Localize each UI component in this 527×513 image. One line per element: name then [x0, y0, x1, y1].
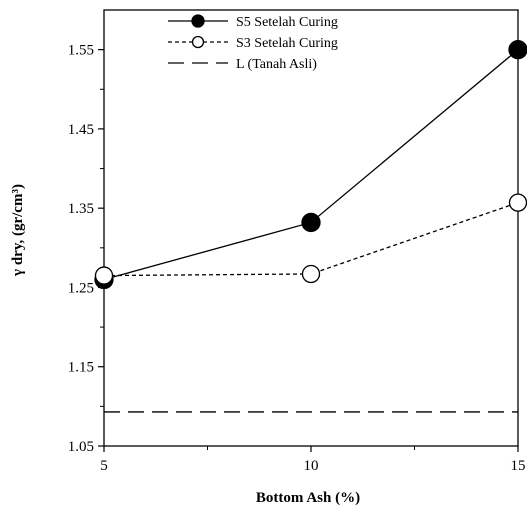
y-axis-title: γ dry, (gr/cm³) — [10, 184, 26, 277]
series-line — [103, 202, 519, 277]
data-point — [508, 39, 527, 60]
series-2 — [94, 193, 527, 285]
data-point — [94, 266, 114, 285]
y-tick-label: 1.05 — [68, 439, 94, 455]
y-tick-label: 1.55 — [68, 43, 94, 59]
x-axis-ticks: 5 10 15 — [100, 446, 526, 474]
y-tick-label: 1.15 — [68, 360, 94, 376]
legend-marker — [191, 35, 205, 49]
x-tick-label: 10 — [304, 458, 319, 474]
y-tick-label: 1.25 — [68, 280, 94, 296]
legend-label: S3 Setelah Curing — [236, 36, 338, 51]
y-tick-label: 1.35 — [68, 201, 94, 217]
series-layer — [94, 39, 527, 413]
data-point — [301, 212, 321, 233]
data-point — [301, 264, 321, 284]
legend-label: S5 Setelah Curing — [236, 15, 338, 30]
legend-marker — [191, 14, 205, 28]
legend-label: L (Tanah Asli) — [236, 57, 317, 72]
x-tick-label: 5 — [100, 458, 108, 474]
legend: S5 Setelah Curing S3 Setelah Curing L (Tan… — [168, 14, 338, 72]
data-point — [508, 193, 527, 212]
series-1 — [94, 39, 527, 290]
x-axis-title: Bottom Ash (%) — [256, 490, 360, 506]
y-axis-ticks: 1.05 1.15 1.25 1.35 1.45 1.55 — [68, 43, 104, 455]
x-tick-label: 15 — [511, 458, 526, 474]
y-tick-label: 1.45 — [68, 122, 94, 138]
series-line — [103, 49, 519, 281]
